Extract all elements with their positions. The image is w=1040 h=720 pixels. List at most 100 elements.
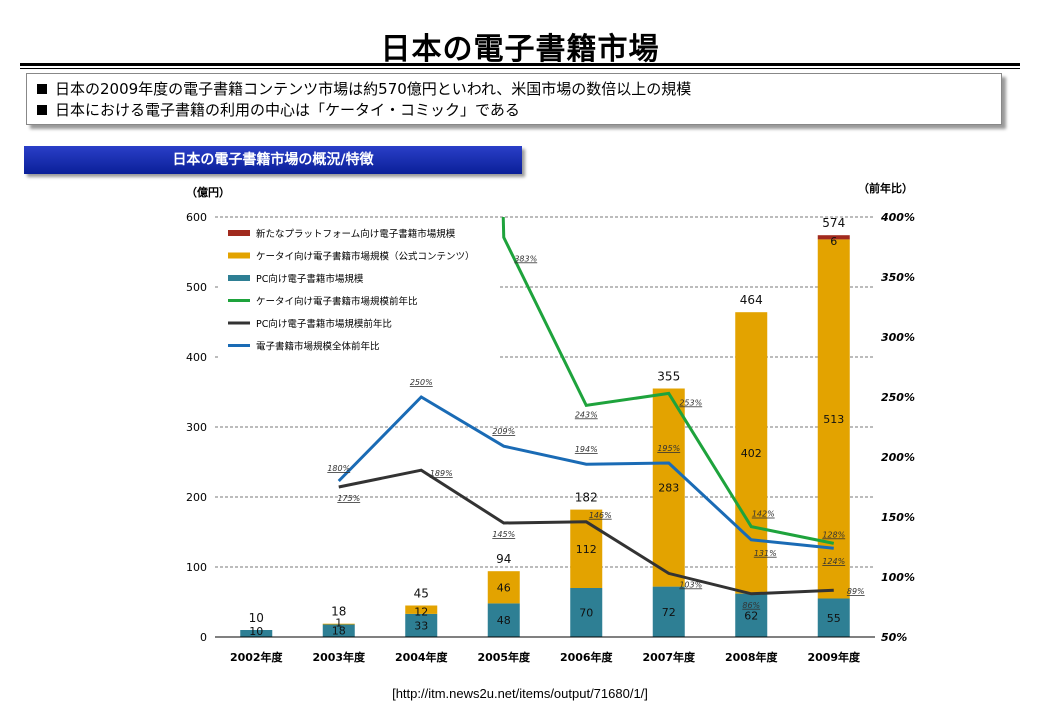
title-rule-thin — [20, 68, 1020, 69]
summary-box: 日本の2009年度の電子書籍コンテンツ市場は約570億円といわれ、米国市場の数倍… — [26, 73, 1002, 125]
x-tick-label: 2007年度 — [642, 650, 696, 664]
line-point-label: 243% — [575, 410, 598, 419]
bar-total-label: 18 — [331, 605, 346, 619]
line-point-label: 253% — [679, 398, 702, 407]
y2-tick-label: 250% — [881, 391, 915, 404]
bar-segment — [817, 239, 850, 599]
bar-segment-label: 70 — [579, 607, 593, 620]
y-tick-label: 300 — [186, 421, 207, 434]
y-tick-label: 200 — [186, 491, 207, 504]
line-point-label: 180% — [327, 464, 350, 473]
bar-segment — [322, 624, 355, 637]
bar-segment — [405, 605, 438, 614]
bar-segment — [322, 623, 355, 625]
line-point-label: 89% — [847, 587, 865, 596]
line-series — [501, 217, 835, 545]
summary-bullet-2: 日本における電子書籍の利用の中心は「ケータイ・コミック」である — [37, 100, 991, 121]
y2-tick-label: 200% — [881, 451, 915, 464]
bar-segment — [817, 235, 850, 240]
legend-label: ケータイ向け電子書籍市場規模（公式コンテンツ） — [256, 251, 475, 263]
legend-label: 電子書籍市場規模全体前年比 — [256, 341, 380, 353]
y-tick-label: 0 — [200, 631, 207, 644]
line-point-label: 103% — [679, 580, 702, 589]
x-tick-label: 2003年度 — [312, 650, 366, 664]
bar-total-label: 574 — [822, 216, 845, 230]
x-tick-label: 2002年度 — [230, 650, 284, 664]
bar-segment — [487, 603, 520, 637]
bar-segment-label: 112 — [576, 543, 597, 556]
bar-total-label: 464 — [740, 293, 763, 307]
summary-bullet-1: 日本の2009年度の電子書籍コンテンツ市場は約570億円といわれ、米国市場の数倍… — [37, 79, 991, 100]
legend-label: PC向け電子書籍市場規模前年比 — [256, 318, 392, 330]
line-point-label: 250% — [410, 378, 433, 387]
legend-swatch — [228, 230, 250, 236]
legend-label: ケータイ向け電子書籍市場規模前年比 — [256, 296, 418, 308]
line-point-label: 128% — [822, 530, 845, 539]
legend-swatch — [228, 275, 250, 281]
bar-segment — [735, 312, 768, 594]
bar-segment-label: 55 — [827, 612, 841, 625]
bar-segment — [405, 613, 438, 637]
line-point-label: 131% — [754, 549, 777, 558]
x-tick-label: 2005年度 — [477, 650, 531, 664]
line-point-label: 195% — [657, 444, 680, 453]
x-tick-label: 2009年度 — [807, 650, 861, 664]
bar-segment — [735, 593, 768, 637]
legend-label: 新たなプラットフォーム向け電子書籍市場規模 — [256, 228, 456, 240]
y2-tick-label: 50% — [881, 631, 907, 644]
y-tick-label: 100 — [186, 561, 207, 574]
bar-segment — [817, 598, 850, 637]
bar-segment-label: 402 — [741, 447, 762, 460]
y2-tick-label: 400% — [880, 211, 915, 224]
y2-tick-label: 150% — [881, 511, 915, 524]
bar-segment-label: 18 — [332, 625, 346, 638]
bar-segment-label: 46 — [497, 581, 511, 594]
bar-segment-label: 12 — [414, 606, 428, 619]
line-point-label: 175% — [337, 494, 360, 503]
y-tick-label: 600 — [186, 211, 207, 224]
chart-lines: 383% 243% 253% 142% 128% 175% 189% 145% 146% 103%… — [327, 217, 865, 610]
line-point-label: 189% — [430, 469, 453, 478]
y-tick-label: 400 — [186, 351, 207, 364]
source-citation: [http://itm.news2u.net/items/output/7168… — [392, 686, 648, 701]
line-series — [338, 468, 834, 596]
line-point-label: 124% — [822, 557, 845, 566]
bar-segment — [240, 630, 273, 637]
y2-tick-label: 100% — [881, 571, 915, 584]
y-axis-label: （億円） — [186, 185, 230, 199]
bar-segment-label: 48 — [497, 614, 511, 627]
x-tick-label: 2004年度 — [395, 650, 449, 664]
bar-segment-label: 62 — [744, 609, 758, 622]
summary-bullet-2-text: 日本における電子書籍の利用の中心は「ケータイ・コミック」である — [55, 101, 520, 119]
title-rule-thick — [20, 63, 1020, 66]
bullet-square-icon — [37, 105, 47, 115]
bar-segment-label: 513 — [823, 413, 844, 426]
y2-tick-label: 300% — [881, 331, 915, 344]
line-series — [337, 395, 834, 550]
summary-bullet-1-text: 日本の2009年度の電子書籍コンテンツ市場は約570億円といわれ、米国市場の数倍… — [55, 80, 692, 98]
bar-total-label: 94 — [496, 552, 511, 566]
chart-legend: 新たなプラットフォーム向け電子書籍市場規模ケータイ向け電子書籍市場規模（公式コン… — [220, 220, 498, 358]
line-point-label: 86% — [742, 601, 760, 610]
section-banner: 日本の電子書籍市場の概況/特徴 — [24, 146, 522, 174]
line-point-label: 194% — [575, 445, 598, 454]
bar-segment — [652, 586, 685, 637]
y-tick-label: 500 — [186, 281, 207, 294]
bar-segment-label: 1 — [335, 616, 342, 629]
x-tick-label: 2008年度 — [725, 650, 779, 664]
y2-tick-label: 350% — [881, 271, 915, 284]
line-point-label: 145% — [492, 530, 515, 539]
bar-total-label: 10 — [249, 611, 264, 625]
y2-axis-label: （前年比） — [858, 181, 913, 195]
legend-label: PC向け電子書籍市場規模 — [256, 273, 364, 285]
bar-segment-label: 10 — [249, 625, 263, 638]
line-point-label: 146% — [589, 511, 612, 520]
x-tick-label: 2006年度 — [560, 650, 614, 664]
line-point-label: 383% — [514, 254, 537, 263]
legend-swatch — [228, 252, 250, 259]
bar-segment — [570, 588, 603, 637]
bar-total-label: 45 — [414, 587, 429, 601]
chart-bars: 1010181183312454846947011218272283355624… — [240, 216, 850, 638]
legend-box — [220, 220, 498, 358]
